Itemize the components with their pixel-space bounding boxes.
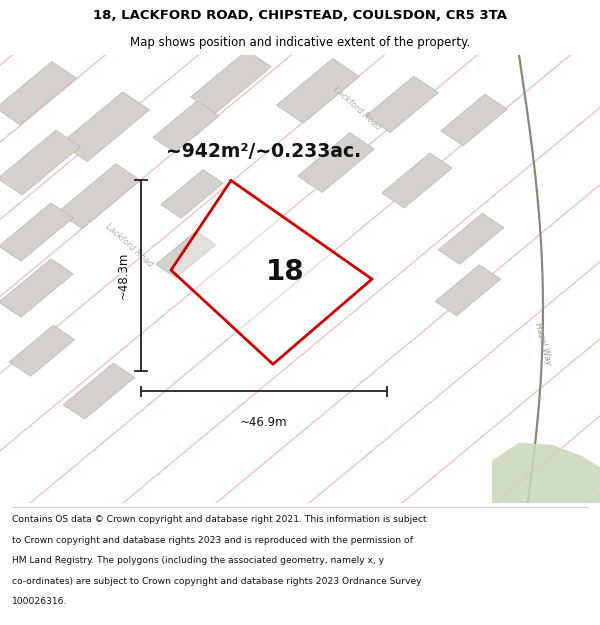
Polygon shape — [438, 213, 504, 264]
Text: ~48.3m: ~48.3m — [116, 252, 130, 299]
Polygon shape — [171, 181, 372, 364]
Text: 18, LACKFORD ROAD, CHIPSTEAD, COULSDON, CR5 3TA: 18, LACKFORD ROAD, CHIPSTEAD, COULSDON, … — [93, 9, 507, 22]
Text: Map shows position and indicative extent of the property.: Map shows position and indicative extent… — [130, 36, 470, 49]
Polygon shape — [61, 92, 149, 161]
Polygon shape — [0, 203, 73, 261]
Text: HM Land Registry. The polygons (including the associated geometry, namely x, y: HM Land Registry. The polygons (includin… — [12, 556, 384, 565]
Text: 100026316.: 100026316. — [12, 598, 67, 606]
Polygon shape — [277, 59, 359, 123]
Polygon shape — [382, 153, 452, 208]
Text: ~942m²/~0.233ac.: ~942m²/~0.233ac. — [166, 142, 362, 161]
Polygon shape — [156, 231, 216, 278]
Polygon shape — [492, 442, 600, 503]
Text: Contains OS data © Crown copyright and database right 2021. This information is : Contains OS data © Crown copyright and d… — [12, 515, 427, 524]
Polygon shape — [161, 170, 223, 218]
Polygon shape — [435, 265, 501, 316]
Polygon shape — [0, 130, 80, 195]
Polygon shape — [63, 363, 135, 419]
Polygon shape — [365, 76, 439, 132]
Polygon shape — [58, 164, 140, 229]
Text: Lackford Road: Lackford Road — [104, 222, 154, 269]
Text: 18: 18 — [266, 258, 304, 286]
Text: Hazel Way: Hazel Way — [533, 322, 553, 366]
Polygon shape — [298, 132, 374, 192]
Polygon shape — [153, 101, 219, 152]
Polygon shape — [441, 94, 507, 146]
Polygon shape — [9, 325, 75, 376]
Text: ~46.9m: ~46.9m — [240, 416, 288, 429]
Polygon shape — [0, 61, 76, 124]
Text: Lackford Road: Lackford Road — [332, 85, 382, 132]
Polygon shape — [0, 259, 73, 317]
Text: co-ordinates) are subject to Crown copyright and database rights 2023 Ordnance S: co-ordinates) are subject to Crown copyr… — [12, 577, 421, 586]
Polygon shape — [191, 51, 271, 114]
Text: to Crown copyright and database rights 2023 and is reproduced with the permissio: to Crown copyright and database rights 2… — [12, 536, 413, 545]
